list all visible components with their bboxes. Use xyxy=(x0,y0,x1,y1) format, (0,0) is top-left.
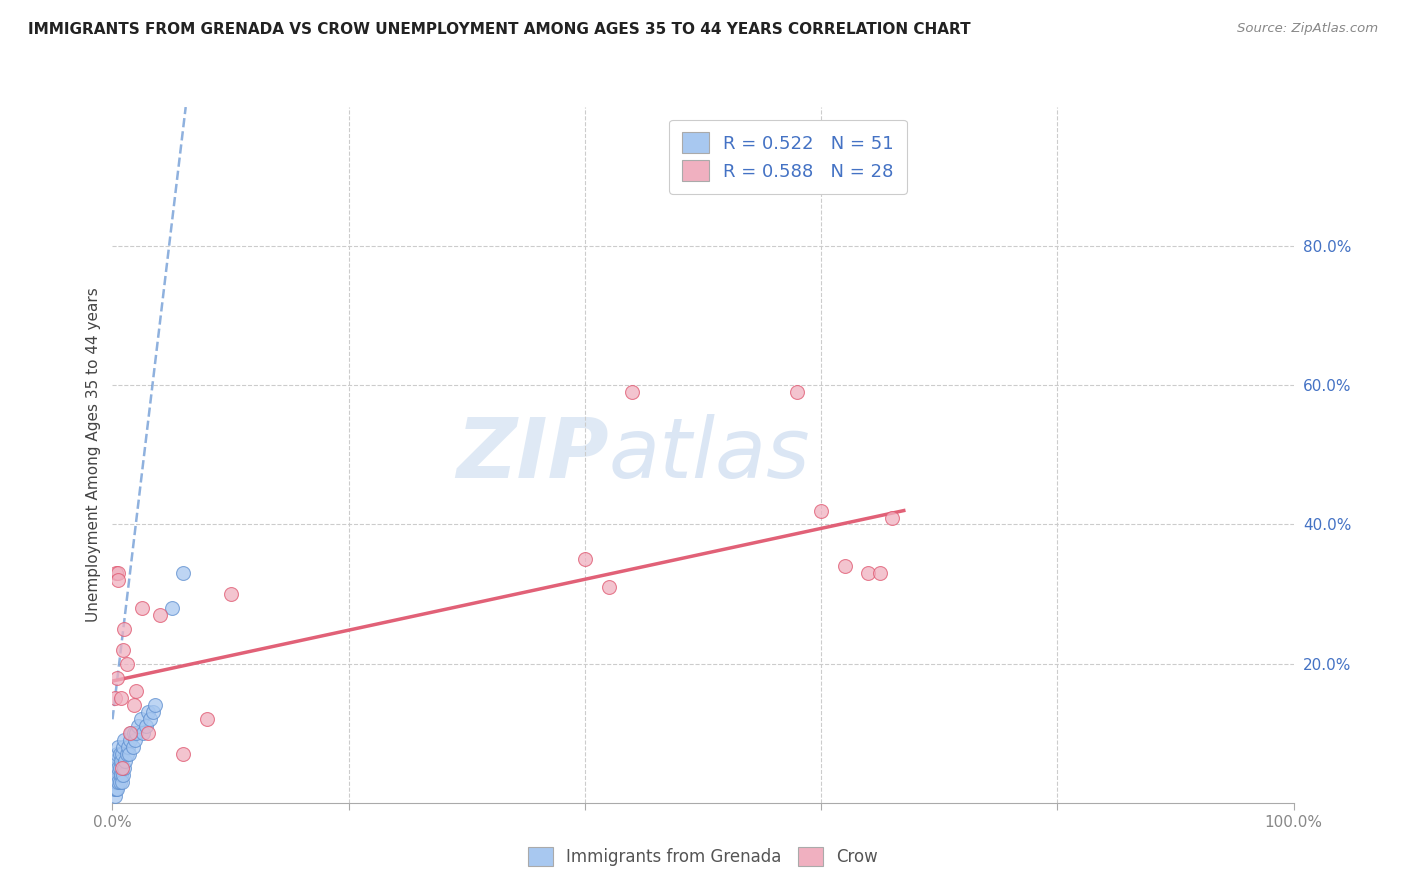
Point xyxy=(105,671,128,685)
Point xyxy=(131,601,153,615)
Point xyxy=(621,385,644,400)
Point xyxy=(110,754,132,768)
Point xyxy=(121,740,143,755)
Point xyxy=(108,747,131,761)
Point xyxy=(107,573,129,587)
Point xyxy=(112,768,135,782)
Point xyxy=(117,740,139,755)
Point xyxy=(104,761,127,775)
Point xyxy=(219,587,242,601)
Point xyxy=(103,775,125,789)
Point xyxy=(110,691,132,706)
Point xyxy=(104,691,127,706)
Point xyxy=(105,761,128,775)
Point xyxy=(118,747,141,761)
Text: ZIP: ZIP xyxy=(456,415,609,495)
Point xyxy=(112,740,135,755)
Point xyxy=(598,580,620,594)
Point xyxy=(110,768,132,782)
Point xyxy=(136,726,159,740)
Point xyxy=(105,747,128,761)
Point xyxy=(115,747,138,761)
Point xyxy=(125,726,148,740)
Point xyxy=(142,706,165,720)
Point xyxy=(103,781,125,796)
Point xyxy=(124,733,146,747)
Point xyxy=(112,761,135,775)
Point xyxy=(104,775,127,789)
Point xyxy=(139,712,162,726)
Point xyxy=(112,622,135,636)
Point xyxy=(125,684,148,698)
Point xyxy=(810,503,832,517)
Point xyxy=(104,789,127,803)
Point xyxy=(122,726,145,740)
Point xyxy=(869,566,891,581)
Point xyxy=(105,781,128,796)
Point xyxy=(195,712,218,726)
Point xyxy=(120,726,142,740)
Point xyxy=(105,781,128,796)
Point xyxy=(132,726,155,740)
Point xyxy=(105,566,128,581)
Point xyxy=(107,761,129,775)
Point xyxy=(111,747,134,761)
Point xyxy=(112,642,135,657)
Point xyxy=(172,566,194,581)
Point xyxy=(104,781,127,796)
Point xyxy=(103,768,125,782)
Point xyxy=(111,761,134,775)
Point xyxy=(115,657,138,671)
Point xyxy=(149,607,172,622)
Y-axis label: Unemployment Among Ages 35 to 44 years: Unemployment Among Ages 35 to 44 years xyxy=(86,287,101,623)
Point xyxy=(111,775,134,789)
Point xyxy=(120,733,142,747)
Point xyxy=(114,754,136,768)
Point xyxy=(834,559,856,574)
Point xyxy=(105,768,128,782)
Point xyxy=(105,775,128,789)
Point xyxy=(786,385,808,400)
Point xyxy=(858,566,880,581)
Point xyxy=(107,740,129,755)
Point xyxy=(143,698,166,713)
Point xyxy=(103,754,125,768)
Point xyxy=(172,747,194,761)
Point xyxy=(105,754,128,768)
Point xyxy=(122,698,145,713)
Point xyxy=(112,733,135,747)
Text: IMMIGRANTS FROM GRENADA VS CROW UNEMPLOYMENT AMONG AGES 35 TO 44 YEARS CORRELATI: IMMIGRANTS FROM GRENADA VS CROW UNEMPLOY… xyxy=(28,22,970,37)
Point xyxy=(120,726,142,740)
Point xyxy=(103,761,125,775)
Point xyxy=(880,510,903,524)
Point xyxy=(135,719,157,733)
Text: Source: ZipAtlas.com: Source: ZipAtlas.com xyxy=(1237,22,1378,36)
Point xyxy=(108,775,131,789)
Point xyxy=(574,552,596,566)
Point xyxy=(108,761,131,775)
Point xyxy=(129,712,152,726)
Point xyxy=(104,768,127,782)
Text: atlas: atlas xyxy=(609,415,810,495)
Point xyxy=(127,719,149,733)
Point xyxy=(107,566,129,581)
Point xyxy=(160,601,183,615)
Point xyxy=(136,706,159,720)
Legend: Immigrants from Grenada, Crow: Immigrants from Grenada, Crow xyxy=(516,836,890,878)
Point xyxy=(107,775,129,789)
